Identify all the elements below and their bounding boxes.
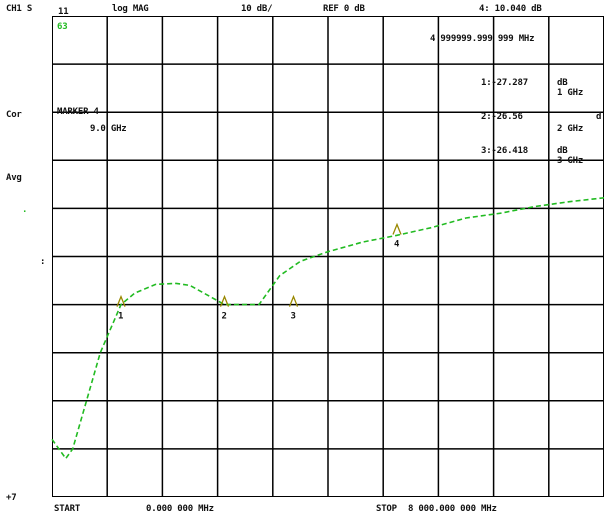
marker-1-label: 1 (118, 312, 123, 322)
marker-frequency: 9.0 GHz (90, 124, 127, 134)
marker-4-symbol (393, 224, 401, 234)
marker-label: MARKER 4 (57, 107, 99, 117)
marker-3-label: 3 (291, 312, 296, 322)
active-marker-frequency: 4 999999.999 999 MHz (430, 34, 534, 44)
stop-value: 8 000.000 000 MHz (408, 504, 497, 514)
readout-3-freq: 3 GHz (557, 156, 583, 166)
start-value: 0.000 000 MHz (146, 504, 214, 514)
readout-2-value: 2:-26.56 (481, 112, 523, 122)
box-label: 63 (57, 22, 67, 32)
readout-1-freq: 1 GHz (557, 88, 583, 98)
readout-1-value: 1:-27.287 (481, 78, 528, 88)
marker-2-label: 2 (222, 312, 227, 322)
readout-1-unit: dB (557, 78, 567, 88)
readout-3-value: 3:-26.418 (481, 146, 528, 156)
readout-2-unit: d (596, 112, 601, 122)
marker-4-label: 4 (394, 239, 400, 249)
start-label: START (54, 504, 80, 514)
stop-label: STOP (376, 504, 397, 514)
readout-2-freq: 2 GHz (557, 124, 583, 134)
readout-3-unit: dB (557, 146, 567, 156)
